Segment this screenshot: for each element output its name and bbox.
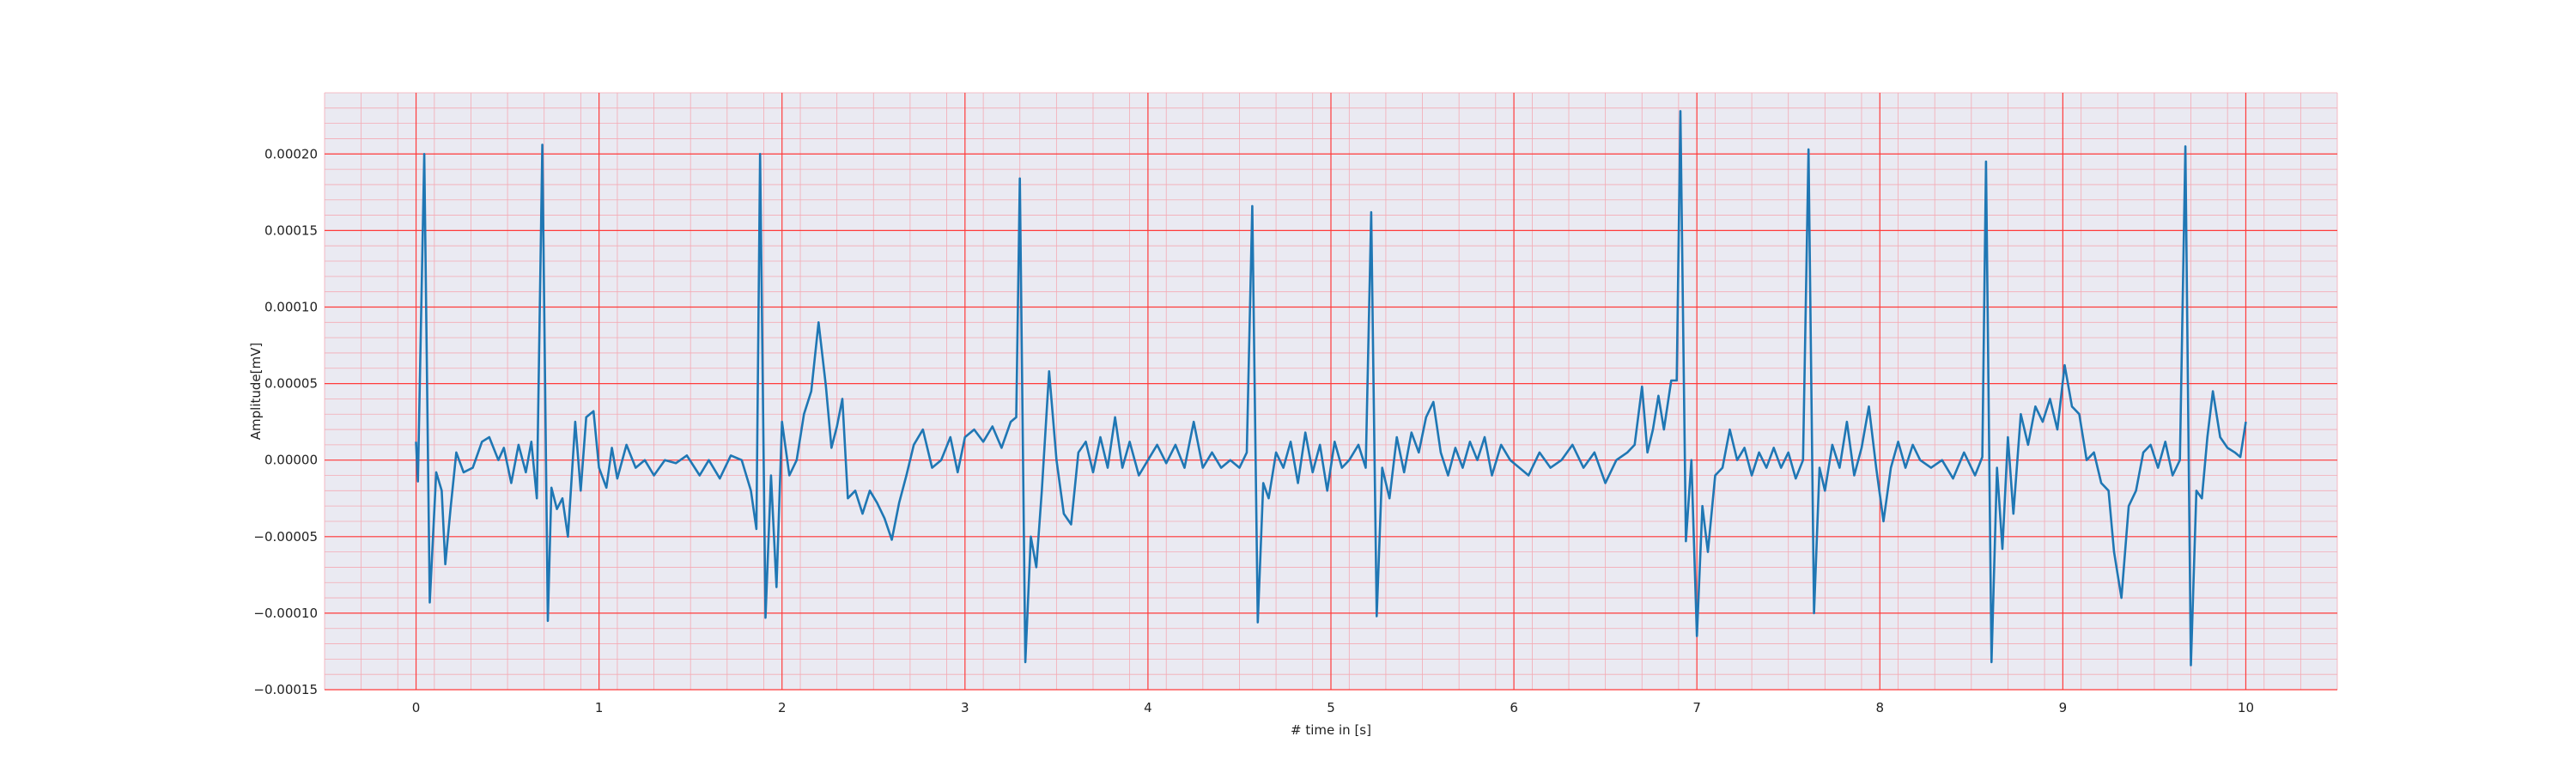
y-tick-label: 0.00005 [264, 376, 318, 392]
y-axis-label: Amplitude[mV] [248, 343, 264, 440]
y-tick-label: 0.00015 [264, 222, 318, 238]
x-tick-label: 3 [961, 700, 969, 715]
series-line [415, 110, 2247, 666]
x-tick-label: 2 [778, 700, 787, 715]
y-tick-label: −0.00005 [253, 529, 318, 545]
y-tick-label: 0.00010 [264, 299, 318, 314]
y-axis-ticks: −0.00015 −0.00010 −0.00005 0.00000 0.00005 0.… [253, 146, 318, 697]
y-tick-label: 0.00020 [264, 146, 318, 161]
x-tick-label: 9 [2059, 700, 2068, 715]
x-axis-ticks: 0 1 2 3 4 5 6 7 8 9 10 [412, 700, 2254, 715]
x-tick-label: 5 [1327, 700, 1335, 715]
x-axis-label: # time in [s] [1291, 722, 1371, 738]
x-tick-label: 7 [1692, 700, 1701, 715]
x-tick-label: 1 [595, 700, 604, 715]
y-tick-label: 0.00000 [264, 453, 318, 468]
x-tick-label: 8 [1875, 700, 1884, 715]
y-tick-label: −0.00015 [253, 682, 318, 697]
x-tick-label: 4 [1144, 700, 1152, 715]
x-tick-label: 10 [2238, 700, 2254, 715]
x-tick-label: 0 [412, 700, 421, 715]
x-tick-label: 6 [1510, 700, 1518, 715]
y-tick-label: −0.00010 [253, 606, 318, 621]
